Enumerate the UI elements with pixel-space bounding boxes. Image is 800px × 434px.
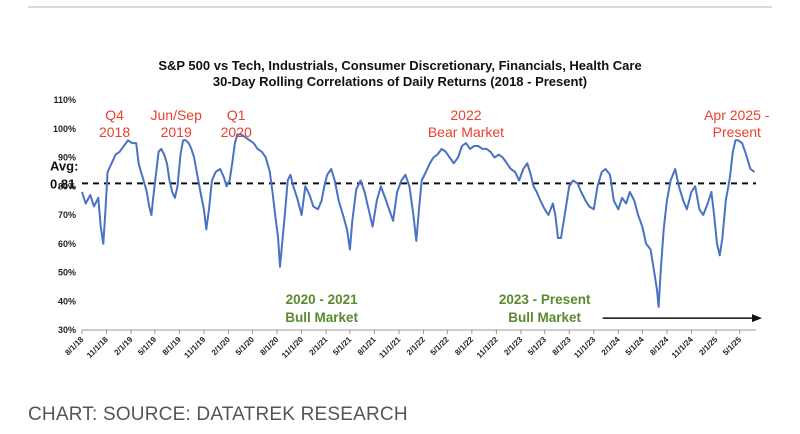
y-tick-label: 100%: [53, 124, 76, 134]
x-tick-label: 5/1/22: [429, 335, 451, 357]
chart-subtitle: 30-Day Rolling Correlations of Daily Ret…: [213, 74, 587, 89]
y-tick-label: 60%: [58, 239, 76, 249]
average-label-title: Avg:: [50, 158, 78, 173]
chart-title: S&P 500 vs Tech, Industrials, Consumer D…: [158, 58, 641, 73]
arrow-head: [752, 314, 762, 323]
x-tick-label: 2/1/21: [307, 335, 329, 357]
annotation-red: Apr 2025 -: [704, 107, 770, 123]
y-tick-label: 30%: [58, 325, 76, 335]
y-axis-ticks: 110% 100% 90% 80% 70% 60% 50% 40% 30%: [53, 95, 76, 335]
x-tick-label: 11/1/24: [670, 335, 695, 360]
y-tick-label: 90%: [58, 153, 76, 163]
x-tick-label: 8/1/22: [453, 335, 475, 357]
annotation-red: Present: [713, 124, 761, 140]
x-tick-label: 8/1/20: [258, 335, 280, 357]
series-line: [81, 133, 755, 308]
x-tick-label: 5/1/21: [331, 335, 353, 357]
annotation-green: Bull Market: [285, 310, 358, 325]
average-label-value: 0.81: [50, 176, 75, 191]
x-tick-label: 5/1/19: [136, 335, 158, 357]
annotation-red: Bear Market: [428, 124, 504, 140]
y-tick-label: 70%: [58, 210, 76, 220]
chart: S&P 500 vs Tech, Industrials, Consumer D…: [50, 58, 770, 360]
x-tick-label: 11/1/23: [572, 335, 597, 360]
x-tick-label: 5/1/24: [624, 335, 646, 357]
y-tick-label: 40%: [58, 296, 76, 306]
x-tick-label: 5/1/23: [526, 335, 548, 357]
x-tick-label: 11/1/19: [182, 335, 207, 360]
x-tick-label: 5/1/20: [234, 335, 256, 357]
y-tick-label: 80%: [58, 181, 76, 191]
x-tick-label: 8/1/19: [161, 335, 183, 357]
x-tick-label: 8/1/23: [551, 335, 573, 357]
x-tick-label: 11/1/22: [475, 335, 500, 360]
x-tick-label: 2/1/19: [112, 335, 134, 357]
annotation-green: Bull Market: [508, 310, 581, 325]
chart-caption: CHART: SOURCE: DATATREK RESEARCH: [28, 404, 408, 425]
top-rule: [28, 6, 772, 8]
annotation-red: Q4: [105, 107, 124, 123]
annotation-red: 2019: [161, 124, 192, 140]
annotation-red: Q1: [227, 107, 246, 123]
x-tick-label: 2/1/22: [405, 335, 427, 357]
x-tick-label: 11/1/21: [377, 335, 402, 360]
x-tick-label: 2/1/23: [502, 335, 524, 357]
x-tick-label: 8/1/21: [356, 335, 378, 357]
annotation-green: 2020 - 2021: [286, 292, 359, 307]
x-tick-label: 8/1/24: [648, 335, 670, 357]
x-tick-label: 8/1/18: [63, 335, 85, 357]
annotation-green: 2023 - Present: [499, 292, 591, 307]
annotation-red: 2018: [99, 124, 130, 140]
x-tick-label: 11/1/20: [280, 335, 305, 360]
x-tick-label: 2/1/20: [210, 335, 232, 357]
x-tick-label: 2/1/25: [697, 335, 719, 357]
average-line-group: Avg: 0.81: [50, 158, 756, 191]
series-group: [81, 133, 755, 308]
annotation-red: Jun/Sep: [151, 107, 203, 123]
x-tick-label: 11/1/18: [85, 335, 110, 360]
x-tick-label: 5/1/25: [721, 335, 743, 357]
x-tick-label: 2/1/24: [600, 335, 622, 357]
x-axis: 8/1/18 11/1/18 2/1/19 5/1/19 8/1/19 11/1/19 2/…: [63, 329, 756, 360]
annotation-red: 2022: [450, 107, 481, 123]
chart-frame: S&P 500 vs Tech, Industrials, Consumer D…: [28, 0, 772, 396]
y-tick-label: 110%: [53, 95, 76, 105]
y-tick-label: 50%: [58, 268, 76, 278]
annotation-red: 2020: [221, 124, 252, 140]
